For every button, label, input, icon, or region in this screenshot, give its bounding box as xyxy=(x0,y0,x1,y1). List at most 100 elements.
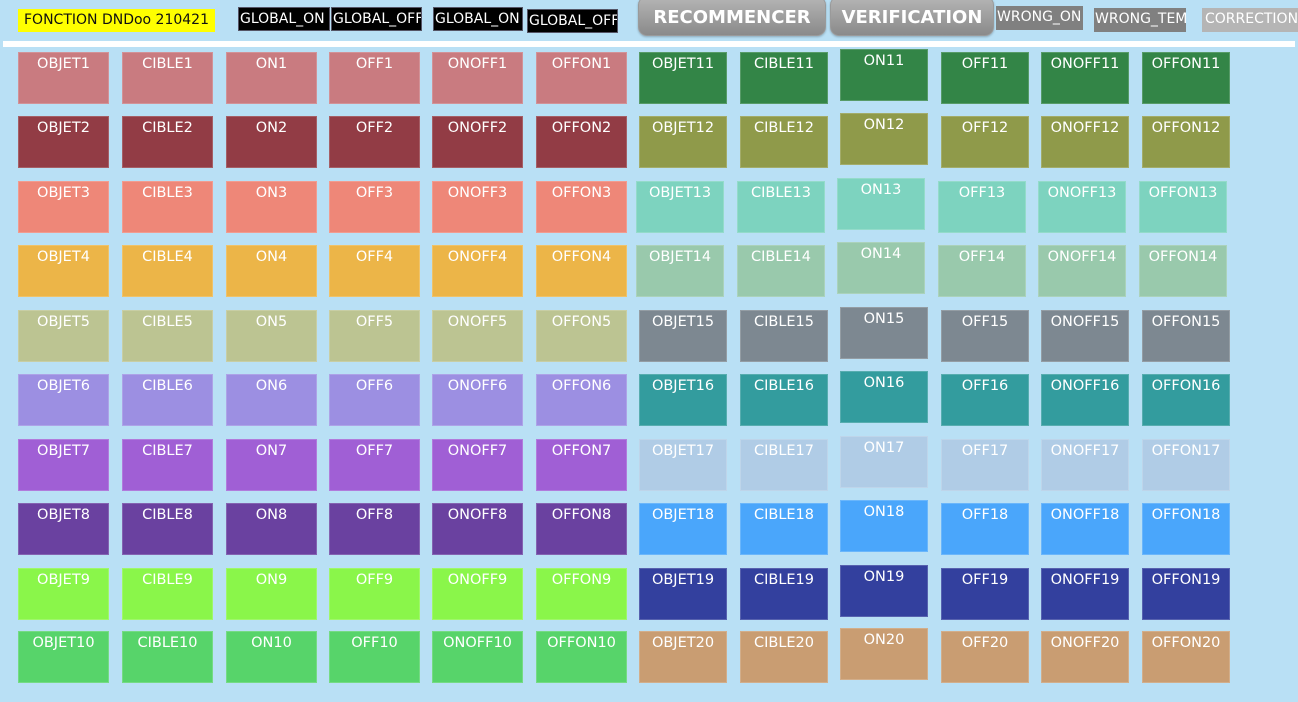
draggable-offon-18[interactable]: OFFON18 xyxy=(1142,503,1230,555)
draggable-off-10[interactable]: OFF10 xyxy=(329,631,420,683)
draggable-onoff-2[interactable]: ONOFF2 xyxy=(432,116,523,168)
draggable-on-2[interactable]: ON2 xyxy=(226,116,317,168)
draggable-offon-10[interactable]: OFFON10 xyxy=(536,631,627,683)
draggable-objet-6[interactable]: OBJET6 xyxy=(18,374,109,426)
draggable-onoff-15[interactable]: ONOFF15 xyxy=(1041,310,1129,362)
draggable-off-17[interactable]: OFF17 xyxy=(941,439,1029,491)
draggable-off-19[interactable]: OFF19 xyxy=(941,568,1029,620)
draggable-off-8[interactable]: OFF8 xyxy=(329,503,420,555)
draggable-onoff-14[interactable]: ONOFF14 xyxy=(1038,245,1126,297)
draggable-on-18[interactable]: ON18 xyxy=(840,500,928,552)
draggable-objet-9[interactable]: OBJET9 xyxy=(18,568,109,620)
draggable-onoff-4[interactable]: ONOFF4 xyxy=(432,245,523,297)
draggable-cible-15[interactable]: CIBLE15 xyxy=(740,310,828,362)
draggable-objet-17[interactable]: OBJET17 xyxy=(639,439,727,491)
draggable-off-15[interactable]: OFF15 xyxy=(941,310,1029,362)
draggable-onoff-3[interactable]: ONOFF3 xyxy=(432,181,523,233)
draggable-objet-12[interactable]: OBJET12 xyxy=(639,116,727,168)
draggable-offon-14[interactable]: OFFON14 xyxy=(1139,245,1227,297)
draggable-onoff-20[interactable]: ONOFF20 xyxy=(1041,631,1129,683)
draggable-objet-5[interactable]: OBJET5 xyxy=(18,310,109,362)
draggable-offon-6[interactable]: OFFON6 xyxy=(536,374,627,426)
draggable-onoff-5[interactable]: ONOFF5 xyxy=(432,310,523,362)
draggable-offon-13[interactable]: OFFON13 xyxy=(1139,181,1227,233)
draggable-cible-6[interactable]: CIBLE6 xyxy=(122,374,213,426)
draggable-offon-3[interactable]: OFFON3 xyxy=(536,181,627,233)
draggable-on-14[interactable]: ON14 xyxy=(837,242,925,294)
draggable-cible-10[interactable]: CIBLE10 xyxy=(122,631,213,683)
draggable-off-16[interactable]: OFF16 xyxy=(941,374,1029,426)
draggable-off-9[interactable]: OFF9 xyxy=(329,568,420,620)
draggable-onoff-9[interactable]: ONOFF9 xyxy=(432,568,523,620)
draggable-offon-15[interactable]: OFFON15 xyxy=(1142,310,1230,362)
draggable-cible-5[interactable]: CIBLE5 xyxy=(122,310,213,362)
draggable-off-11[interactable]: OFF11 xyxy=(941,52,1029,104)
draggable-objet-11[interactable]: OBJET11 xyxy=(639,52,727,104)
draggable-on-17[interactable]: ON17 xyxy=(840,436,928,488)
draggable-offon-11[interactable]: OFFON11 xyxy=(1142,52,1230,104)
draggable-objet-16[interactable]: OBJET16 xyxy=(639,374,727,426)
draggable-onoff-6[interactable]: ONOFF6 xyxy=(432,374,523,426)
draggable-on-1[interactable]: ON1 xyxy=(226,52,317,104)
draggable-offon-17[interactable]: OFFON17 xyxy=(1142,439,1230,491)
draggable-on-13[interactable]: ON13 xyxy=(837,178,925,230)
draggable-objet-2[interactable]: OBJET2 xyxy=(18,116,109,168)
global-off-button-2[interactable]: GLOBAL_OFF xyxy=(527,9,618,33)
draggable-offon-8[interactable]: OFFON8 xyxy=(536,503,627,555)
draggable-off-1[interactable]: OFF1 xyxy=(329,52,420,104)
draggable-cible-8[interactable]: CIBLE8 xyxy=(122,503,213,555)
draggable-off-5[interactable]: OFF5 xyxy=(329,310,420,362)
draggable-off-20[interactable]: OFF20 xyxy=(941,631,1029,683)
global-on-button-2[interactable]: GLOBAL_ON xyxy=(433,7,523,31)
draggable-onoff-17[interactable]: ONOFF17 xyxy=(1041,439,1129,491)
draggable-on-9[interactable]: ON9 xyxy=(226,568,317,620)
draggable-onoff-1[interactable]: ONOFF1 xyxy=(432,52,523,104)
draggable-cible-7[interactable]: CIBLE7 xyxy=(122,439,213,491)
draggable-off-4[interactable]: OFF4 xyxy=(329,245,420,297)
draggable-objet-4[interactable]: OBJET4 xyxy=(18,245,109,297)
verification-button[interactable]: VERIFICATION xyxy=(830,0,994,36)
draggable-cible-19[interactable]: CIBLE19 xyxy=(740,568,828,620)
draggable-off-14[interactable]: OFF14 xyxy=(938,245,1026,297)
draggable-objet-19[interactable]: OBJET19 xyxy=(639,568,727,620)
draggable-on-12[interactable]: ON12 xyxy=(840,113,928,165)
draggable-on-3[interactable]: ON3 xyxy=(226,181,317,233)
draggable-cible-18[interactable]: CIBLE18 xyxy=(740,503,828,555)
draggable-cible-14[interactable]: CIBLE14 xyxy=(737,245,825,297)
draggable-objet-3[interactable]: OBJET3 xyxy=(18,181,109,233)
draggable-offon-1[interactable]: OFFON1 xyxy=(536,52,627,104)
draggable-on-8[interactable]: ON8 xyxy=(226,503,317,555)
draggable-objet-1[interactable]: OBJET1 xyxy=(18,52,109,104)
draggable-objet-20[interactable]: OBJET20 xyxy=(639,631,727,683)
draggable-offon-7[interactable]: OFFON7 xyxy=(536,439,627,491)
draggable-cible-16[interactable]: CIBLE16 xyxy=(740,374,828,426)
draggable-on-5[interactable]: ON5 xyxy=(226,310,317,362)
draggable-offon-19[interactable]: OFFON19 xyxy=(1142,568,1230,620)
draggable-off-13[interactable]: OFF13 xyxy=(938,181,1026,233)
draggable-offon-4[interactable]: OFFON4 xyxy=(536,245,627,297)
draggable-on-16[interactable]: ON16 xyxy=(840,371,928,423)
global-on-button-1[interactable]: GLOBAL_ON xyxy=(238,7,330,31)
draggable-objet-10[interactable]: OBJET10 xyxy=(18,631,109,683)
draggable-onoff-10[interactable]: ONOFF10 xyxy=(432,631,523,683)
draggable-cible-20[interactable]: CIBLE20 xyxy=(740,631,828,683)
draggable-on-6[interactable]: ON6 xyxy=(226,374,317,426)
restart-button[interactable]: RECOMMENCER xyxy=(638,0,826,36)
draggable-offon-9[interactable]: OFFON9 xyxy=(536,568,627,620)
draggable-cible-3[interactable]: CIBLE3 xyxy=(122,181,213,233)
draggable-objet-13[interactable]: OBJET13 xyxy=(636,181,724,233)
draggable-onoff-7[interactable]: ONOFF7 xyxy=(432,439,523,491)
draggable-offon-20[interactable]: OFFON20 xyxy=(1142,631,1230,683)
draggable-onoff-8[interactable]: ONOFF8 xyxy=(432,503,523,555)
draggable-on-10[interactable]: ON10 xyxy=(226,631,317,683)
draggable-cible-1[interactable]: CIBLE1 xyxy=(122,52,213,104)
draggable-off-3[interactable]: OFF3 xyxy=(329,181,420,233)
draggable-on-7[interactable]: ON7 xyxy=(226,439,317,491)
draggable-cible-2[interactable]: CIBLE2 xyxy=(122,116,213,168)
draggable-onoff-19[interactable]: ONOFF19 xyxy=(1041,568,1129,620)
draggable-objet-18[interactable]: OBJET18 xyxy=(639,503,727,555)
draggable-objet-8[interactable]: OBJET8 xyxy=(18,503,109,555)
draggable-on-19[interactable]: ON19 xyxy=(840,565,928,617)
draggable-off-6[interactable]: OFF6 xyxy=(329,374,420,426)
draggable-on-4[interactable]: ON4 xyxy=(226,245,317,297)
